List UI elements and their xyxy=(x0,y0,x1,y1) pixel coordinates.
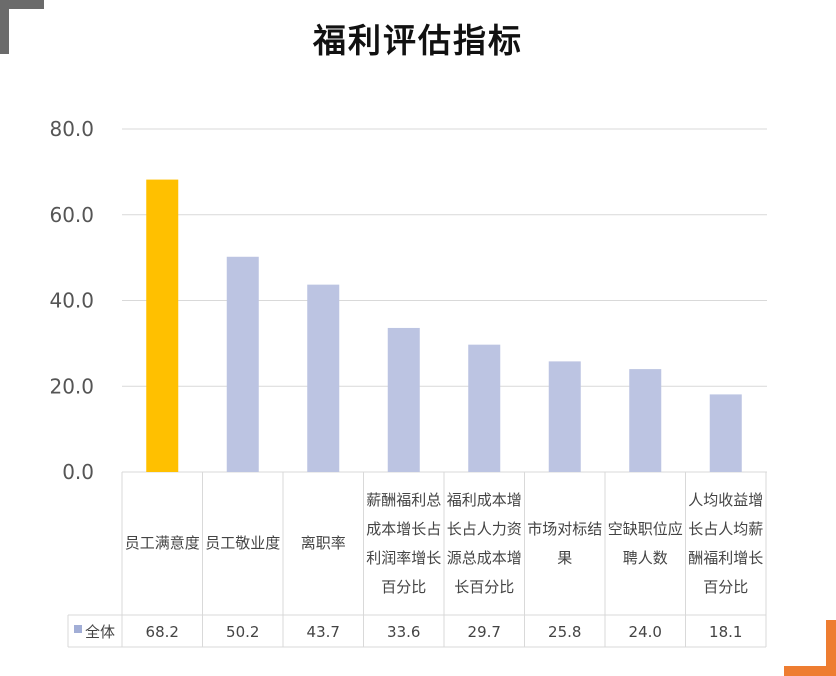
category-cell: 员工敬业度 xyxy=(205,534,281,552)
category-label: 福利成本增长占人力资源总成本增长百分比 xyxy=(446,490,522,596)
category-cell: 人均收益增长占人均薪酬福利增长百分比 xyxy=(688,490,764,596)
category-cell: 员工满意度 xyxy=(124,534,200,552)
y-tick-label: 40.0 xyxy=(49,289,94,313)
corner-frame-bottom-right-vertical xyxy=(826,620,836,676)
category-label: 市场对标结果 xyxy=(527,519,603,567)
data-label: 50.2 xyxy=(226,623,259,641)
category-label: 薪酬福利总成本增长占利润率增长百分比 xyxy=(366,490,442,596)
data-label: 18.1 xyxy=(709,623,742,641)
y-tick-label: 80.0 xyxy=(49,117,94,141)
category-label: 员工敬业度 xyxy=(205,534,281,552)
category-label: 人均收益增长占人均薪酬福利增长百分比 xyxy=(688,490,764,596)
data-label: 24.0 xyxy=(629,623,662,641)
data-label: 68.2 xyxy=(146,623,179,641)
corner-frame-top-left xyxy=(0,0,44,54)
legend-marker xyxy=(74,625,82,633)
category-label: 空缺职位应聘人数 xyxy=(607,519,683,567)
category-cell: 空缺职位应聘人数 xyxy=(607,519,683,567)
y-tick-label: 0.0 xyxy=(62,460,94,484)
bar xyxy=(548,361,581,472)
category-cell: 离职率 xyxy=(300,534,346,552)
category-cell: 福利成本增长占人力资源总成本增长百分比 xyxy=(446,490,522,596)
category-label: 离职率 xyxy=(300,534,346,552)
bar xyxy=(468,344,501,472)
corner-frame-bottom-right xyxy=(784,666,836,676)
bar xyxy=(629,369,662,472)
chart-title: 福利评估指标 xyxy=(313,21,523,60)
data-label: 25.8 xyxy=(548,623,581,641)
bar xyxy=(226,256,259,472)
legend-label: 全体 xyxy=(85,623,115,641)
category-cell: 薪酬福利总成本增长占利润率增长百分比 xyxy=(366,490,442,596)
category-label: 员工满意度 xyxy=(124,534,200,552)
y-tick-label: 20.0 xyxy=(49,374,94,398)
data-label: 29.7 xyxy=(468,623,501,641)
bar xyxy=(307,284,340,472)
bar xyxy=(387,327,420,472)
y-tick-label: 60.0 xyxy=(49,203,94,227)
category-cell: 市场对标结果 xyxy=(527,519,603,567)
bar xyxy=(146,179,179,472)
data-label: 33.6 xyxy=(387,623,420,641)
data-label: 43.7 xyxy=(307,623,340,641)
bar xyxy=(709,394,742,472)
